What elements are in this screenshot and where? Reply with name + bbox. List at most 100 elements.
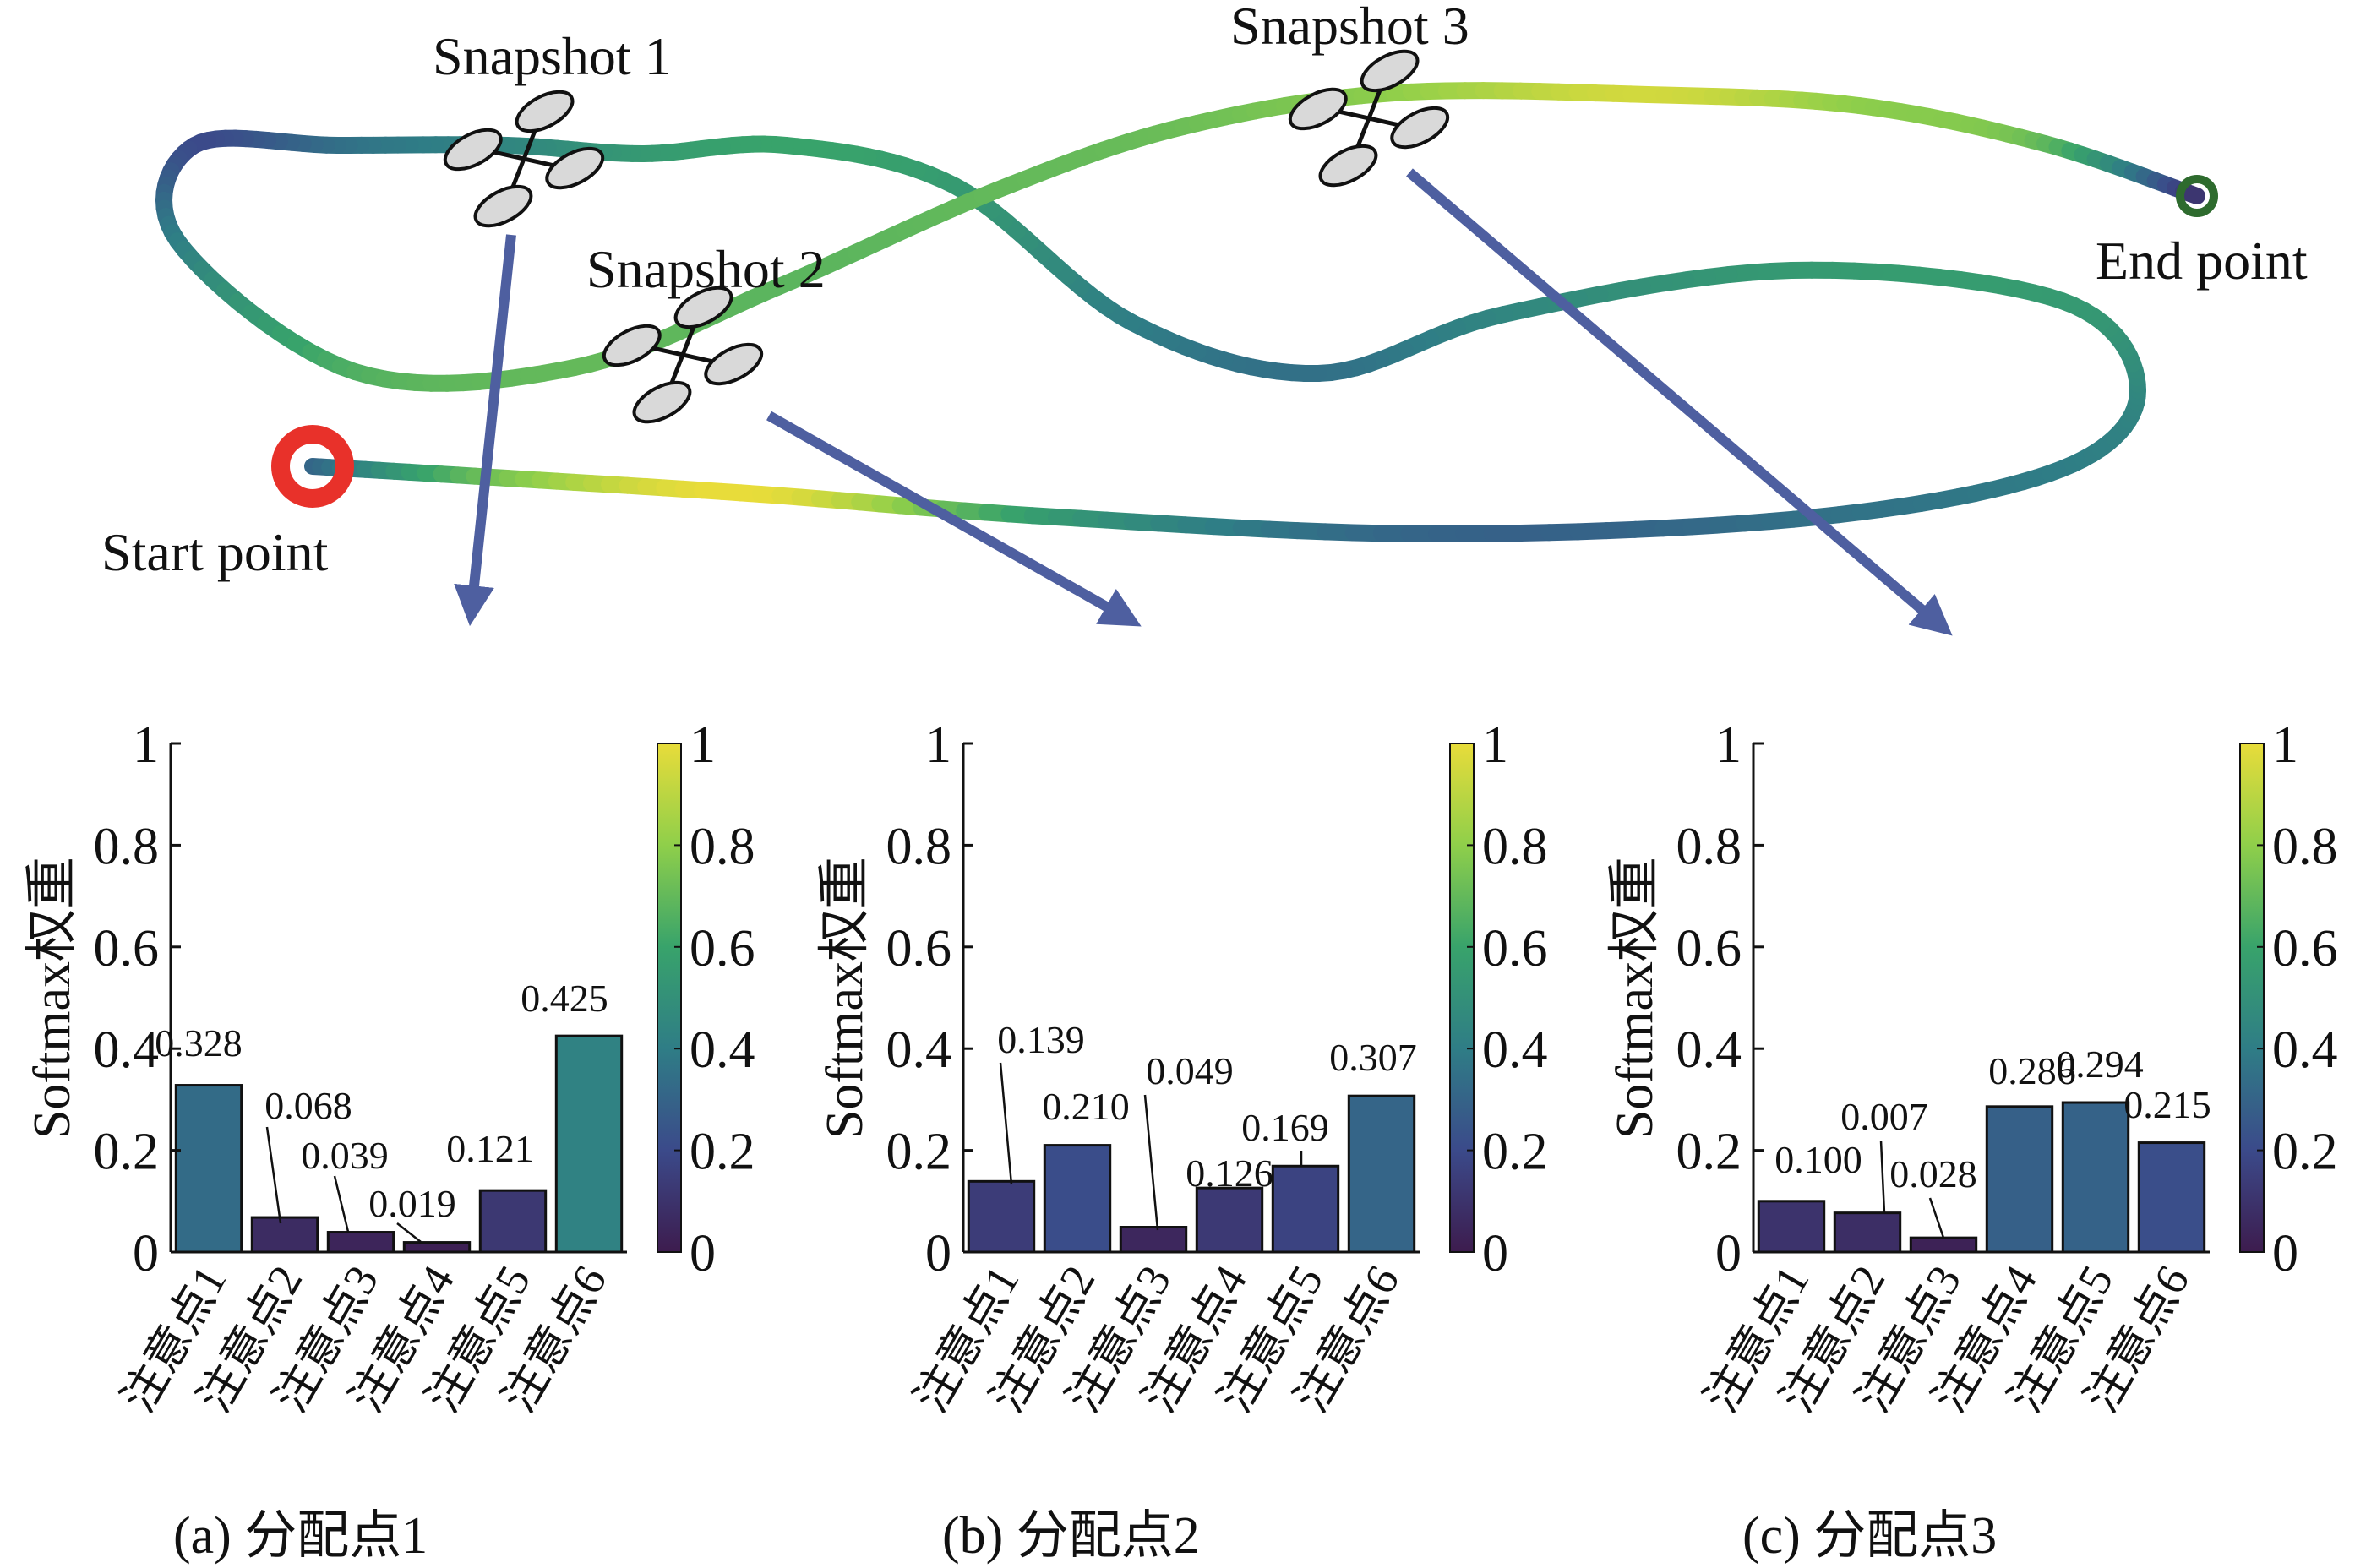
colorbar-tick-label: 0.6 (690, 920, 755, 977)
leader-line (1143, 1094, 1159, 1231)
bar-6 (554, 1034, 624, 1254)
y-tick-label: 1 (133, 716, 159, 774)
y-tick-label: 0.8 (1676, 818, 1742, 875)
y-tick-label: 1 (1715, 716, 1742, 774)
chart-caption: (a) 分配点1 (173, 1507, 428, 1565)
y-tick-label: 0.2 (1676, 1124, 1742, 1181)
y-tick-label: 0.2 (94, 1124, 160, 1181)
bar-3 (1909, 1236, 1978, 1254)
leader-line (999, 1062, 1013, 1185)
end-point-marker (2176, 175, 2218, 217)
y-tick-label: 0.2 (886, 1124, 952, 1181)
leader-line (333, 1175, 350, 1233)
bar-1 (967, 1179, 1036, 1254)
bar-2 (250, 1216, 319, 1254)
drone-rotor (515, 90, 575, 133)
colorbar-tick-label: 1 (1482, 716, 1508, 774)
colorbar (657, 743, 682, 1253)
leader-line (1879, 1140, 1886, 1214)
colorbar-tick-label: 1 (690, 716, 716, 774)
data-label: 0.307 (1329, 1036, 1417, 1079)
bar-6 (2137, 1141, 2206, 1254)
data-label: 0.100 (1774, 1138, 1862, 1181)
drone-rotor (473, 184, 533, 228)
y-tick-label: 0.6 (94, 920, 160, 977)
trajectory-segment (2182, 185, 2205, 204)
data-label: 0.126 (1186, 1152, 1273, 1195)
y-axis-label: Softmax权重 (816, 857, 874, 1139)
data-label: 0.169 (1241, 1106, 1329, 1149)
drone-rotor (1288, 87, 1348, 131)
colorbar-tick-label: 0.2 (2272, 1124, 2338, 1181)
trajectory-panel: Start point End point Snapshot 1 Snapsho… (101, 0, 2308, 636)
data-label: 0.019 (368, 1182, 456, 1225)
drone-snapshot-3-icon (1288, 49, 1450, 188)
snapshot-1-arrow (454, 234, 516, 627)
colorbar-tick-label: 0.2 (690, 1124, 755, 1181)
colorbar-tick-label: 0.2 (1482, 1124, 1548, 1181)
chart-caption: (b) 分配点2 (942, 1507, 1200, 1565)
drone-snapshot-1-icon (443, 90, 605, 228)
bar-2 (1043, 1144, 1112, 1254)
bar-5 (1271, 1164, 1340, 1254)
y-tick-label: 0.4 (886, 1021, 952, 1079)
leader-line (396, 1222, 422, 1243)
data-label: 0.007 (1840, 1095, 1928, 1138)
drone-rotor (545, 146, 605, 190)
y-tick-label: 0.6 (886, 920, 952, 977)
bar-1 (1757, 1200, 1826, 1254)
drone-rotor (1360, 49, 1420, 93)
colorbar-tick-label: 0.8 (2272, 818, 2338, 875)
colorbar-tick-label: 0 (690, 1225, 716, 1282)
data-label: 0.215 (2123, 1083, 2211, 1126)
bar-4 (1985, 1105, 2054, 1254)
colorbar-tick-label: 0.6 (2272, 920, 2338, 977)
bar-charts: 00.20.40.60.81Softmax权重注意点1注意点2注意点3注意点4注… (24, 716, 2338, 1565)
y-axis-label: Softmax权重 (24, 857, 81, 1139)
bar-2 (1833, 1211, 1902, 1254)
data-label: 0.294 (2056, 1043, 2144, 1086)
drone-rotor (673, 286, 733, 329)
bar-4 (402, 1241, 472, 1254)
y-tick-label: 0.4 (1676, 1021, 1742, 1079)
bar-3 (1119, 1226, 1188, 1254)
data-label: 0.286 (1988, 1049, 2076, 1092)
colorbar-tick-label: 0 (1482, 1225, 1508, 1282)
colorbar-tick-label: 0.6 (1482, 920, 1548, 977)
drone-rotor (632, 380, 692, 424)
start-point-label: Start point (101, 522, 329, 582)
y-tick-label: 1 (925, 716, 951, 774)
bar-5 (2061, 1101, 2130, 1254)
y-tick-label: 0 (925, 1225, 951, 1282)
colorbar-tick-label: 0.8 (1482, 818, 1548, 875)
drone-rotor (443, 128, 503, 172)
data-label: 0.425 (521, 977, 608, 1020)
y-tick-label: 0 (1715, 1225, 1742, 1282)
data-label: 0.049 (1146, 1049, 1234, 1092)
chart-3: 00.20.40.60.81Softmax权重注意点1注意点2注意点3注意点4注… (1606, 716, 2338, 1565)
chart-2: 00.20.40.60.81Softmax权重注意点1注意点2注意点3注意点4注… (816, 716, 1548, 1565)
colorbar (2239, 743, 2265, 1253)
y-tick-label: 0.6 (1676, 920, 1742, 977)
colorbar (1449, 743, 1475, 1253)
snapshot-3-label: Snapshot 3 (1230, 0, 1469, 56)
snapshot-3-arrow (1406, 168, 1953, 636)
data-label: 0.068 (264, 1084, 352, 1127)
colorbar-tick-label: 0 (2272, 1225, 2298, 1282)
colorbar-tick-label: 0.4 (2272, 1021, 2338, 1079)
chart-caption: (c) 分配点3 (1742, 1507, 1997, 1565)
snapshot-1-label: Snapshot 1 (433, 26, 672, 86)
leader-line (265, 1126, 282, 1224)
y-tick-label: 0.8 (886, 818, 952, 875)
drone-snapshot-2-icon (602, 286, 764, 424)
data-label: 0.139 (997, 1018, 1085, 1061)
colorbar-tick-label: 0.8 (690, 818, 755, 875)
data-label: 0.328 (155, 1021, 243, 1064)
colorbar-tick-label: 0.4 (1482, 1021, 1548, 1079)
y-tick-label: 0.8 (94, 818, 160, 875)
colorbar-tick-label: 1 (2272, 716, 2298, 774)
data-label: 0.210 (1042, 1085, 1130, 1128)
y-tick-label: 0.4 (94, 1021, 160, 1079)
colorbar-tick-label: 0.4 (690, 1021, 755, 1079)
